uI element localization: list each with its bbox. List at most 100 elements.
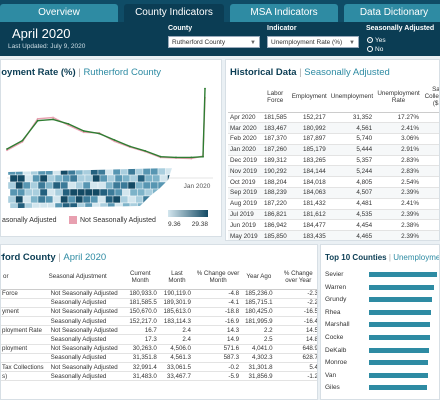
county-shape[interactable] [167,174,176,183]
county-shape[interactable] [30,181,39,190]
county-shape[interactable] [15,168,24,176]
data-point[interactable] [144,150,147,152]
county-shape[interactable] [127,181,136,190]
county-shape[interactable] [142,181,151,190]
county-shape[interactable] [127,195,136,204]
county-shape[interactable] [54,188,63,197]
county-table-row[interactable]: Tax Collections Not Seasonally Adjusted 32… [1,362,317,373]
county-shape[interactable] [54,202,63,210]
county-shape[interactable] [37,181,46,190]
county-shape[interactable] [112,195,121,204]
county-shape[interactable] [15,181,24,190]
county-shape[interactable] [39,202,48,210]
data-point[interactable] [129,145,131,148]
county-shape[interactable] [75,181,84,190]
legend-seasonally-adjusted[interactable]: asonally Adjusted [1,216,56,224]
county-shape[interactable] [52,195,61,204]
county-shape[interactable] [107,188,116,197]
data-point[interactable] [202,155,204,158]
county-shape[interactable] [135,195,144,204]
tab-msa-indicators[interactable]: MSA Indicators [230,4,338,22]
tab-overview[interactable]: Overview [0,4,118,22]
county-shape[interactable] [52,181,61,190]
series-line-seasonally-adjusted[interactable] [6,88,206,159]
county-shape[interactable] [17,188,26,197]
county-shape[interactable] [120,181,129,190]
county-shape[interactable] [47,174,56,183]
county-table-row[interactable]: ployment Rate Not Seasonally Adjusted 16.7… [1,325,317,336]
county-shape[interactable] [84,188,93,197]
county-shape[interactable] [122,202,131,210]
county-shape[interactable] [62,188,71,197]
county-table-row[interactable]: Seasonally Adjusted 31,351.8 4,561.3 587.3 4… [1,353,317,364]
county-shape[interactable] [92,202,101,210]
data-point[interactable] [36,119,39,122]
county-shape[interactable] [17,174,26,183]
county-shape[interactable] [122,188,131,197]
county-shape[interactable] [129,202,138,210]
data-point[interactable] [6,148,8,150]
county-shape[interactable] [8,181,16,190]
county-shape[interactable] [159,202,168,210]
county-shape[interactable] [60,181,69,190]
data-point[interactable] [36,117,39,120]
tennessee-county-map[interactable]: 9.36 29.38 [0,166,222,236]
county-shape[interactable] [129,188,138,197]
tab-data-dictionary[interactable]: Data Dictionary [344,4,440,22]
county-shape[interactable] [9,188,18,197]
county-shape[interactable] [90,168,99,176]
data-point[interactable] [204,87,206,90]
legend-not-seasonally-adjusted[interactable]: Not Seasonally Adjusted [69,216,156,224]
county-shape[interactable] [60,168,69,176]
county-shape[interactable] [60,195,69,204]
county-shape[interactable] [32,174,41,183]
seasonal-radio-yes[interactable]: Yes [367,37,386,44]
county-shape[interactable] [67,168,76,176]
county-table-row[interactable]: Seasonally Adjusted 152,217.0 183,114.3 -16… [1,316,317,327]
county-table-row[interactable]: Force Not Seasonally Adjusted 180,933.0 190… [1,289,317,299]
county-table-row[interactable]: Seasonally Adjusted 181,585.5 189,301.9 -4.… [1,298,317,308]
county-shape[interactable] [150,168,159,176]
county-shape[interactable] [67,195,76,204]
county-shape[interactable] [22,195,31,204]
county-shape[interactable] [99,188,108,197]
county-shape[interactable] [159,188,168,197]
county-shape[interactable] [22,181,31,190]
data-point[interactable] [6,149,8,152]
county-shape[interactable] [84,202,93,210]
county-shape[interactable] [82,181,91,190]
county-table-row[interactable]: Seasonally Adjusted 17.3 2.4 14.9 2.5 14.8 [1,334,317,345]
seasonal-radio-no[interactable]: No [367,46,383,53]
county-shape[interactable] [114,188,123,197]
county-shape[interactable] [97,181,106,190]
indicator-dropdown[interactable]: Unemployment Rate (%) ▼ [267,36,359,48]
county-shape[interactable] [105,181,114,190]
county-shape[interactable] [157,168,166,176]
data-point[interactable] [52,116,54,119]
county-shape[interactable] [75,168,84,176]
county-shape[interactable] [24,174,33,183]
county-shape[interactable] [142,195,151,204]
county-shape[interactable] [152,174,161,183]
county-shape[interactable] [62,202,71,210]
county-shape[interactable] [135,168,144,176]
county-shape[interactable] [37,195,46,204]
county-shape[interactable] [17,202,26,210]
county-shape[interactable] [167,202,176,210]
county-shape[interactable] [165,195,174,204]
county-shape[interactable] [39,188,48,197]
county-shape[interactable] [92,188,101,197]
county-shape[interactable] [45,195,54,204]
data-point[interactable] [175,156,177,159]
county-shape[interactable] [120,168,129,176]
county-shape[interactable] [52,168,61,176]
data-point[interactable] [21,139,24,142]
county-shape[interactable] [150,181,159,190]
county-shape[interactable] [69,188,78,197]
county-shape[interactable] [45,181,54,190]
